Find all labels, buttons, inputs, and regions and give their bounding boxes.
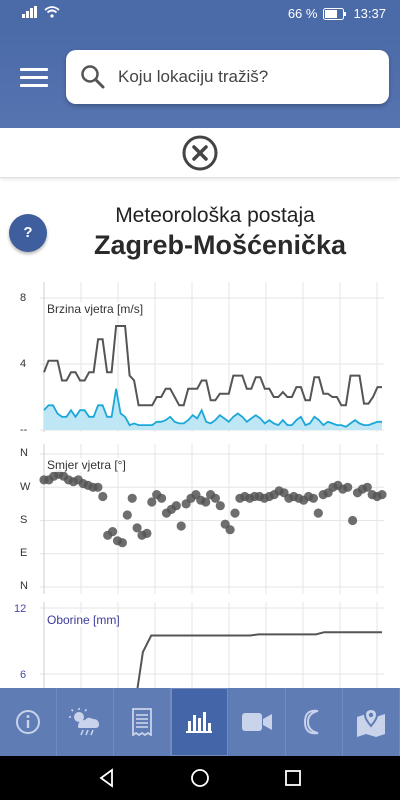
- camera-icon: [241, 713, 272, 731]
- wind-direction-point: [215, 501, 225, 511]
- nav-camera[interactable]: [229, 688, 286, 756]
- wind-direction-point: [362, 482, 372, 492]
- wifi-icon: [44, 6, 60, 18]
- wind-direction-point: [171, 501, 181, 511]
- clock: 13:37: [353, 6, 386, 21]
- dir-ytick: N: [20, 447, 28, 459]
- status-bar: 66 % 13:37: [0, 0, 400, 28]
- rain-ytick: 12: [14, 603, 27, 615]
- menu-icon-bar: [20, 84, 48, 87]
- wind-direction-point: [308, 493, 318, 503]
- wind-direction-point: [127, 493, 137, 503]
- nav-info[interactable]: [0, 688, 58, 756]
- nav-moon[interactable]: [286, 688, 343, 756]
- nav-weather[interactable]: [57, 688, 115, 756]
- wind-direction-point: [98, 491, 108, 502]
- home-icon[interactable]: [190, 768, 210, 788]
- wind-speed-title: Brzina vjetra [m/s]: [46, 302, 145, 316]
- dir-ytick: S: [20, 514, 28, 526]
- nav-report[interactable]: [114, 688, 172, 756]
- document-icon: [132, 708, 153, 736]
- wind-direction-point: [313, 508, 323, 518]
- precipitation-plot: [40, 602, 384, 688]
- precipitation-line: [136, 631, 382, 688]
- wind-ytick: 8: [20, 292, 27, 304]
- rain-ytick: 6: [20, 669, 27, 681]
- station-name: Zagreb-Mošćenička: [93, 230, 347, 260]
- nav-charts[interactable]: [171, 688, 229, 756]
- wind-ytick: 4: [20, 358, 27, 370]
- chart-icon: [186, 712, 213, 733]
- wind-direction-chart: Smjer vjetra [°] N W S E N: [0, 444, 400, 594]
- wind-average-line: [43, 388, 382, 428]
- close-bar: [0, 128, 400, 178]
- menu-icon-bar: [20, 68, 48, 71]
- wind-direction-point: [348, 515, 358, 526]
- wind-direction-point: [343, 482, 353, 492]
- search-icon: [81, 65, 105, 89]
- battery-percent: 66 %: [287, 6, 318, 21]
- precipitation-chart: Oborine [mm] 12 6: [0, 602, 400, 688]
- close-icon[interactable]: [182, 135, 218, 171]
- wind-direction-point: [377, 490, 387, 500]
- nav-map[interactable]: [343, 688, 400, 756]
- bottom-navigation: [0, 688, 400, 756]
- wind-direction-point: [142, 528, 152, 538]
- wind-ytick: --: [20, 424, 28, 436]
- precipitation-title: Oborine [mm]: [46, 613, 121, 627]
- wind-direction-title: Smjer vjetra [°]: [46, 458, 127, 472]
- search-input[interactable]: [118, 63, 378, 91]
- wind-direction-point: [117, 538, 127, 548]
- dir-ytick: N: [20, 580, 28, 592]
- dir-ytick: W: [20, 481, 31, 493]
- wind-speed-plot: [40, 282, 384, 432]
- app-header: [0, 28, 400, 128]
- wind-direction-point: [108, 527, 118, 537]
- dir-ytick: E: [20, 547, 28, 559]
- map-icon: [356, 707, 385, 737]
- wind-direction-point: [210, 493, 220, 503]
- station-type: Meteorološka postaja: [115, 204, 315, 227]
- wind-direction-point: [225, 525, 235, 535]
- wind-direction-point: [122, 510, 132, 520]
- wind-direction-point: [93, 482, 103, 492]
- menu-icon-bar: [20, 76, 48, 79]
- info-icon: [16, 710, 41, 734]
- search-box[interactable]: [66, 50, 389, 104]
- wind-speed-chart: Brzina vjetra [m/s] 8 4 --: [0, 282, 400, 436]
- wind-direction-point: [230, 508, 240, 518]
- wind-gust-line: [43, 325, 382, 407]
- wind-direction-point: [201, 497, 211, 507]
- wind-direction-point: [176, 521, 186, 531]
- wind-direction-point: [157, 493, 167, 503]
- signal-icon: [22, 6, 37, 18]
- wind-direction-plot: [39, 444, 387, 594]
- moon-icon: [303, 709, 318, 735]
- recents-icon[interactable]: [283, 768, 303, 788]
- wind-direction-point: [147, 497, 157, 507]
- wind-direction-point: [132, 523, 142, 533]
- back-icon[interactable]: [97, 768, 117, 788]
- help-button[interactable]: ?: [9, 214, 47, 252]
- weather-icon: [69, 708, 100, 736]
- menu-button[interactable]: [20, 68, 48, 90]
- system-navigation-bar: [0, 756, 400, 800]
- battery-icon: [323, 7, 347, 20]
